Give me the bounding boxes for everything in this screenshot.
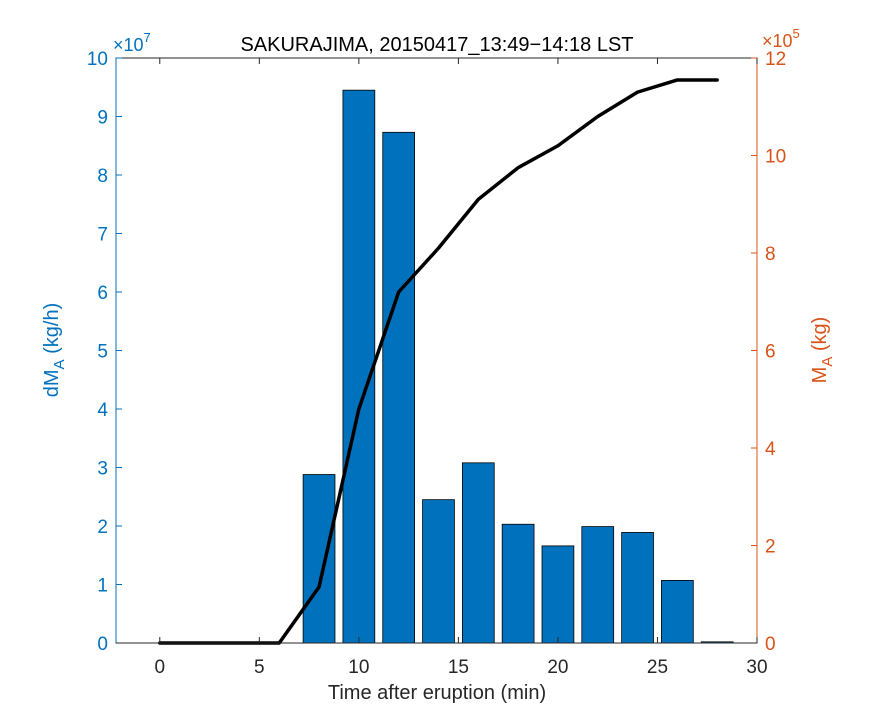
bar bbox=[581, 526, 615, 644]
right-axis: 0 2 4 6 8 10 12 bbox=[751, 49, 786, 655]
left-axis: 0 1 2 3 4 5 6 7 8 9 10 bbox=[87, 49, 122, 655]
bar bbox=[661, 580, 694, 644]
right-exponent-base: ×10 bbox=[762, 31, 793, 51]
left-exponent-label: ×107 bbox=[113, 30, 151, 55]
x-tick-label: 30 bbox=[746, 657, 767, 678]
x-tick-label: 20 bbox=[547, 657, 568, 678]
bars-layer bbox=[302, 89, 734, 644]
bar bbox=[541, 545, 575, 644]
left-tick-label: 2 bbox=[97, 517, 108, 538]
left-axis-label: dMA (kg/h) bbox=[41, 303, 68, 398]
left-exponent-base: ×10 bbox=[113, 35, 144, 55]
left-tick-label: 10 bbox=[87, 49, 108, 70]
left-tick-label: 3 bbox=[97, 459, 108, 480]
right-tick-label: 2 bbox=[765, 537, 776, 558]
right-tick-label: 10 bbox=[765, 147, 786, 168]
left-tick-label: 5 bbox=[97, 342, 108, 363]
right-axis-label-sub: A bbox=[819, 357, 836, 367]
bar bbox=[382, 131, 416, 644]
left-tick-label: 9 bbox=[97, 108, 108, 129]
x-tick-label: 0 bbox=[155, 657, 166, 678]
x-axis-label: Time after eruption (min) bbox=[328, 682, 546, 704]
right-tick-label: 6 bbox=[765, 342, 776, 363]
bar bbox=[461, 462, 495, 644]
chart-title: SAKURAJIMA, 20150417_13:49−14:18 LST bbox=[240, 34, 633, 56]
bar bbox=[342, 89, 376, 644]
x-tick-label: 5 bbox=[254, 657, 265, 678]
bar bbox=[422, 499, 455, 644]
x-axis: 0 5 10 15 20 25 30 bbox=[116, 58, 768, 678]
right-axis-label-main: M bbox=[809, 367, 831, 384]
x-tick-label: 25 bbox=[647, 657, 668, 678]
left-tick-label: 8 bbox=[97, 166, 108, 187]
left-tick-label: 7 bbox=[97, 225, 108, 246]
left-tick-label: 1 bbox=[97, 576, 108, 597]
right-tick-label: 0 bbox=[765, 634, 776, 655]
left-axis-label-unit: (kg/h) bbox=[41, 303, 63, 360]
x-tick-label: 10 bbox=[348, 657, 369, 678]
right-tick-label: 12 bbox=[765, 49, 786, 70]
left-tick-label: 0 bbox=[97, 634, 108, 655]
left-axis-label-main: dM bbox=[41, 369, 63, 397]
left-tick-label: 6 bbox=[97, 283, 108, 304]
right-exponent-label: ×105 bbox=[762, 26, 800, 51]
bar bbox=[302, 474, 336, 644]
x-tick-label: 15 bbox=[448, 657, 469, 678]
right-tick-label: 4 bbox=[765, 439, 776, 460]
left-axis-label-sub: A bbox=[51, 359, 68, 369]
left-exponent-power: 7 bbox=[144, 30, 151, 45]
right-exponent-power: 5 bbox=[793, 26, 800, 41]
right-axis-label-unit: (kg) bbox=[809, 317, 831, 357]
right-tick-label: 8 bbox=[765, 244, 776, 265]
right-axis-label: MA (kg) bbox=[809, 317, 836, 384]
bar bbox=[621, 532, 654, 644]
left-tick-label: 4 bbox=[97, 400, 108, 421]
bar bbox=[501, 523, 535, 644]
